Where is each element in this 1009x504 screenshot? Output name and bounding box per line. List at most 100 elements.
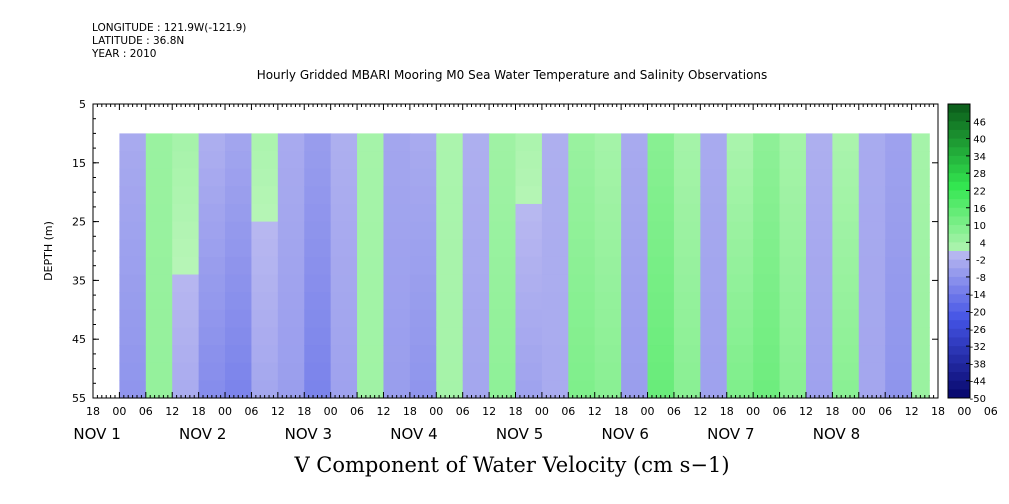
heatmap-cell bbox=[911, 221, 930, 240]
colorbar-tick-label: 40 bbox=[973, 135, 986, 146]
heatmap-cell bbox=[145, 203, 173, 223]
heatmap-cell bbox=[119, 274, 147, 293]
heatmap-cell bbox=[172, 256, 200, 276]
heatmap-cell bbox=[647, 256, 675, 276]
heatmap-cell bbox=[462, 239, 490, 258]
heatmap-cell bbox=[885, 345, 913, 364]
heatmap-cell bbox=[753, 345, 781, 364]
heatmap-cell bbox=[145, 292, 173, 311]
heatmap-cell bbox=[858, 186, 886, 205]
heatmap-cell bbox=[594, 309, 622, 329]
heatmap-cell bbox=[489, 327, 517, 346]
heatmap-cell bbox=[700, 345, 728, 364]
x-tick-label: 18 bbox=[825, 405, 839, 418]
heatmap-cell bbox=[436, 239, 464, 258]
colorbar-segment bbox=[948, 181, 970, 191]
colorbar-tick-label: 28 bbox=[973, 169, 986, 180]
heatmap-cell bbox=[858, 309, 886, 329]
heatmap-cell bbox=[277, 309, 305, 329]
heatmap-cell bbox=[753, 186, 781, 205]
x-tick-label: 00 bbox=[112, 405, 126, 418]
heatmap-cell bbox=[858, 345, 886, 364]
heatmap-cell bbox=[911, 256, 930, 276]
heatmap-cell bbox=[700, 309, 728, 329]
heatmap-cell bbox=[911, 151, 930, 170]
heatmap-cell bbox=[436, 133, 464, 152]
colorbar-tick-label: 34 bbox=[973, 152, 986, 163]
heatmap-cell bbox=[515, 327, 543, 346]
heatmap-cell bbox=[858, 362, 886, 381]
heatmap-cell bbox=[673, 203, 701, 223]
heatmap-cell bbox=[225, 256, 253, 276]
heatmap-cell bbox=[594, 221, 622, 240]
heatmap-cell bbox=[225, 186, 253, 205]
heatmap-cell bbox=[621, 380, 649, 399]
heatmap-cell bbox=[357, 309, 385, 329]
heatmap-cell bbox=[673, 186, 701, 205]
heatmap-cell bbox=[436, 151, 464, 170]
heatmap-cell bbox=[832, 274, 860, 293]
heatmap-cell bbox=[700, 256, 728, 276]
x-day-label: NOV 8 bbox=[813, 425, 860, 443]
heatmap-cell bbox=[330, 186, 358, 205]
heatmap-cell bbox=[198, 186, 226, 205]
heatmap-cell bbox=[515, 221, 543, 240]
heatmap-cell bbox=[726, 186, 754, 205]
heatmap-cell bbox=[753, 309, 781, 329]
heatmap-cell bbox=[805, 256, 833, 276]
x-tick-label: 00 bbox=[852, 405, 866, 418]
latitude-label: LATITUDE : 36.8N bbox=[92, 35, 185, 47]
heatmap-cell bbox=[304, 380, 332, 399]
heatmap-cell bbox=[673, 362, 701, 381]
heatmap-cell bbox=[726, 292, 754, 311]
heatmap-cell bbox=[805, 274, 833, 293]
heatmap-cell bbox=[277, 186, 305, 205]
heatmap-cell bbox=[568, 345, 596, 364]
x-tick-label: 18 bbox=[297, 405, 311, 418]
colorbar-segment bbox=[948, 268, 970, 278]
heatmap-cell bbox=[832, 151, 860, 170]
heatmap-cell bbox=[277, 345, 305, 364]
heatmap-cell bbox=[409, 168, 437, 187]
heatmap-cell bbox=[172, 168, 200, 187]
heatmap-cell bbox=[594, 362, 622, 381]
colorbar-segment bbox=[948, 285, 970, 295]
x-tick-label: 06 bbox=[350, 405, 364, 418]
heatmap-cell bbox=[251, 380, 279, 399]
colorbar-segment bbox=[948, 337, 970, 347]
heatmap-cell bbox=[568, 309, 596, 329]
heatmap-cell bbox=[911, 274, 930, 293]
x-tick-label: 12 bbox=[376, 405, 390, 418]
heatmap-cell bbox=[462, 380, 490, 399]
heatmap-cell bbox=[145, 133, 173, 152]
heatmap-cell bbox=[515, 151, 543, 170]
heatmap-cell bbox=[251, 133, 279, 152]
heatmap-cell bbox=[621, 274, 649, 293]
heatmap-cell bbox=[911, 239, 930, 258]
heatmap-cell bbox=[383, 292, 411, 311]
heatmap-cell bbox=[621, 309, 649, 329]
heatmap-cell bbox=[779, 256, 807, 276]
colorbar-segment bbox=[948, 173, 970, 183]
heatmap-cell bbox=[911, 345, 930, 364]
heatmap-cell bbox=[726, 380, 754, 399]
heatmap-cell bbox=[462, 274, 490, 293]
heatmap-cell bbox=[357, 203, 385, 223]
heatmap-cell bbox=[911, 327, 930, 346]
heatmap-cell bbox=[858, 327, 886, 346]
colorbar-segment bbox=[948, 380, 970, 390]
heatmap-cell bbox=[251, 203, 279, 223]
heatmap-cell bbox=[753, 203, 781, 223]
heatmap-cell bbox=[357, 327, 385, 346]
heatmap-cell bbox=[225, 380, 253, 399]
heatmap-cell bbox=[119, 133, 147, 152]
heatmap-cell bbox=[647, 327, 675, 346]
heatmap-cell bbox=[805, 168, 833, 187]
heatmap-cell bbox=[647, 221, 675, 240]
heatmap-cell bbox=[119, 345, 147, 364]
heatmap-cell bbox=[700, 151, 728, 170]
heatmap-cell bbox=[541, 151, 569, 170]
heatmap-cell bbox=[198, 203, 226, 223]
heatmap-cell bbox=[568, 292, 596, 311]
heatmap-cell bbox=[832, 345, 860, 364]
